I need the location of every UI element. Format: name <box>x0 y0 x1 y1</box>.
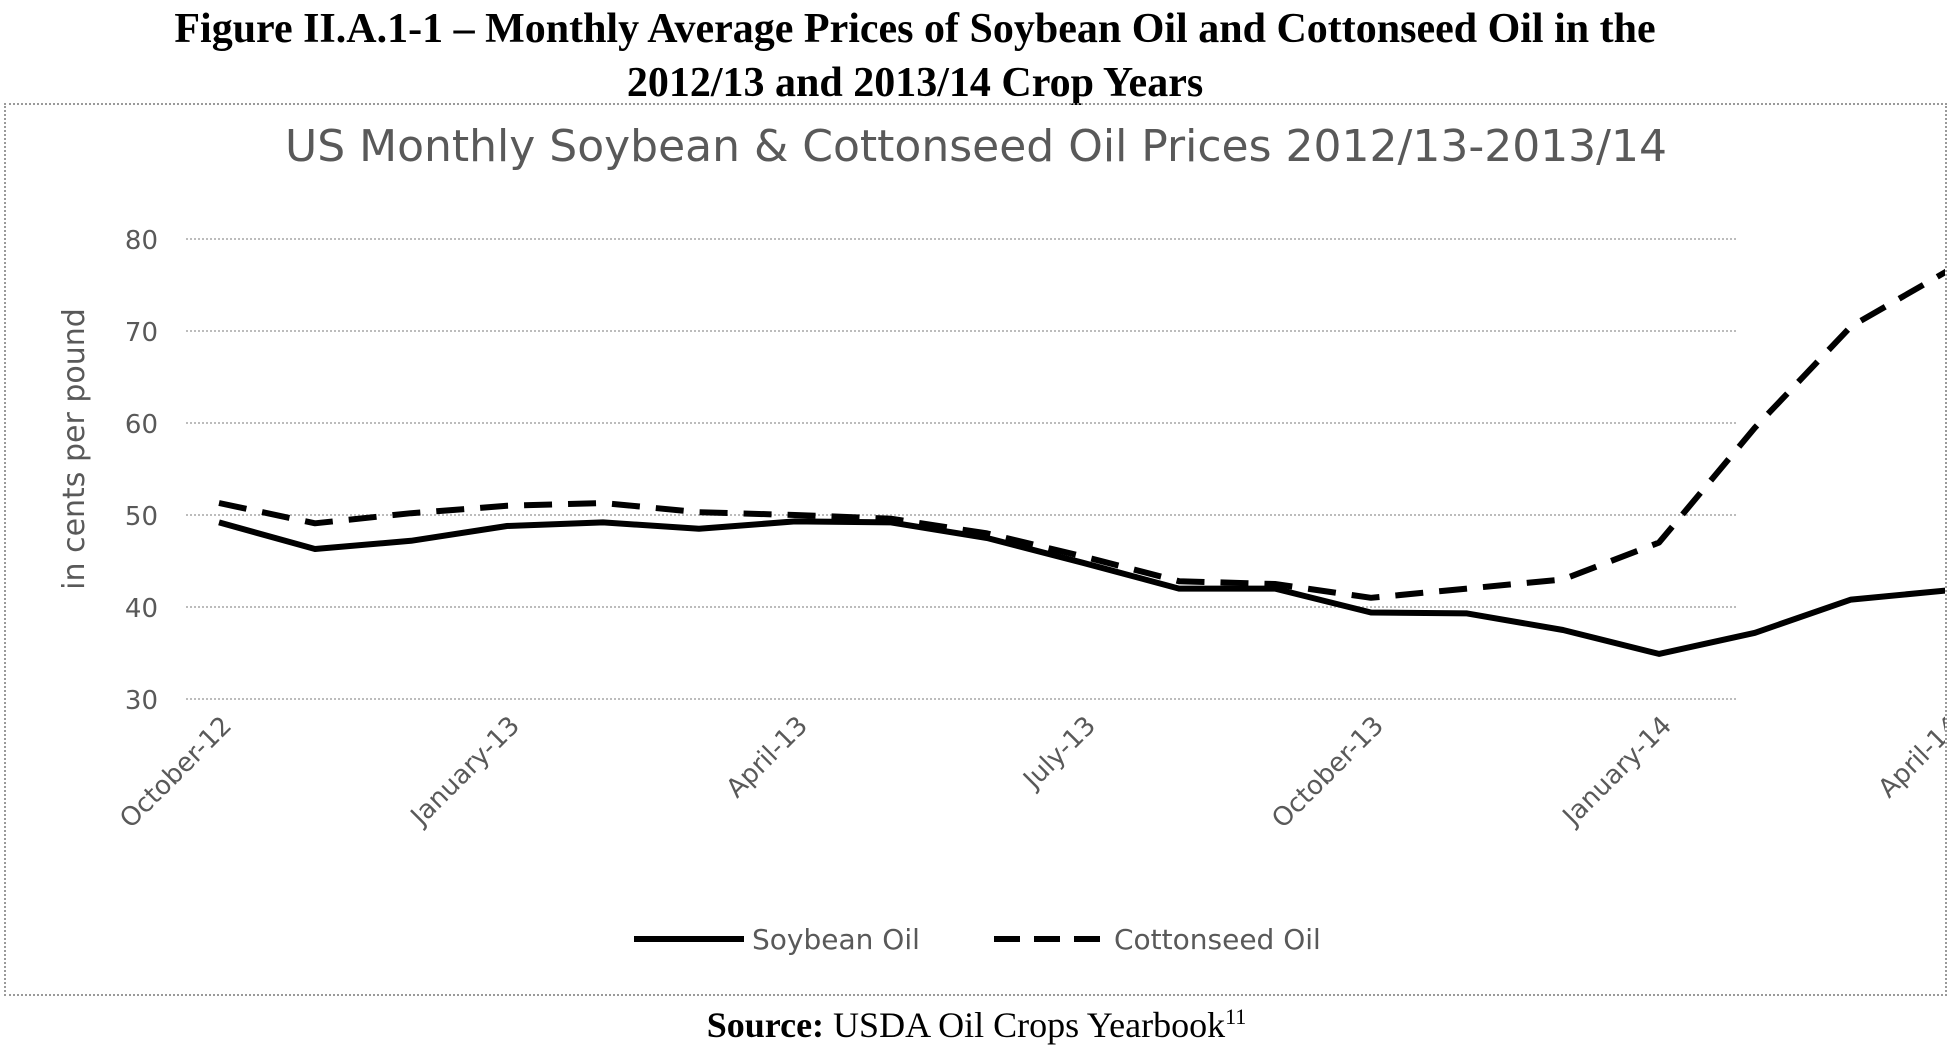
y-tick-label: 60 <box>125 410 158 440</box>
figure-caption-line2: 2012/13 and 2013/14 Crop Years <box>626 60 1204 106</box>
y-axis-label: in cents per pound <box>57 308 92 590</box>
figure-caption-line1: Figure II.A.1-1 – Monthly Average Prices… <box>174 6 1656 52</box>
legend-label: Soybean Oil <box>752 923 920 956</box>
line-chart: US Monthly Soybean & Cottonseed Oil Pric… <box>57 121 1945 956</box>
x-tick-label: October-12 <box>114 711 238 835</box>
series-line-soybean-oil <box>218 518 1945 657</box>
x-tick-label: April-14 <box>1873 711 1945 804</box>
x-tick-label: January-13 <box>404 711 526 833</box>
y-tick-label: 80 <box>125 226 158 256</box>
source-label: Source: <box>706 1005 825 1045</box>
x-tick-label: April-13 <box>721 711 814 804</box>
x-tick-label: July-13 <box>1017 711 1102 796</box>
source-text: USDA Oil Crops Yearbook <box>833 1005 1226 1045</box>
y-tick-label: 30 <box>125 686 158 716</box>
x-tick-label: January-14 <box>1556 711 1678 833</box>
y-tick-label: 40 <box>125 594 158 624</box>
figure-caption: Figure II.A.1-1 – Monthly Average Prices… <box>0 2 1830 110</box>
x-tick-label: October-13 <box>1266 711 1390 835</box>
y-tick-label: 50 <box>125 502 158 532</box>
y-tick-label: 70 <box>125 318 158 348</box>
chart-title: US Monthly Soybean & Cottonseed Oil Pric… <box>285 121 1667 172</box>
footnote-marker: 11 <box>1225 1004 1247 1029</box>
legend-label: Cottonseed Oil <box>1114 923 1321 956</box>
source-note: Source: USDA Oil Crops Yearbook11 <box>0 1004 1953 1046</box>
chart-frame: US Monthly Soybean & Cottonseed Oil Pric… <box>4 103 1947 996</box>
series-line-cottonseed-oil <box>218 268 1945 601</box>
